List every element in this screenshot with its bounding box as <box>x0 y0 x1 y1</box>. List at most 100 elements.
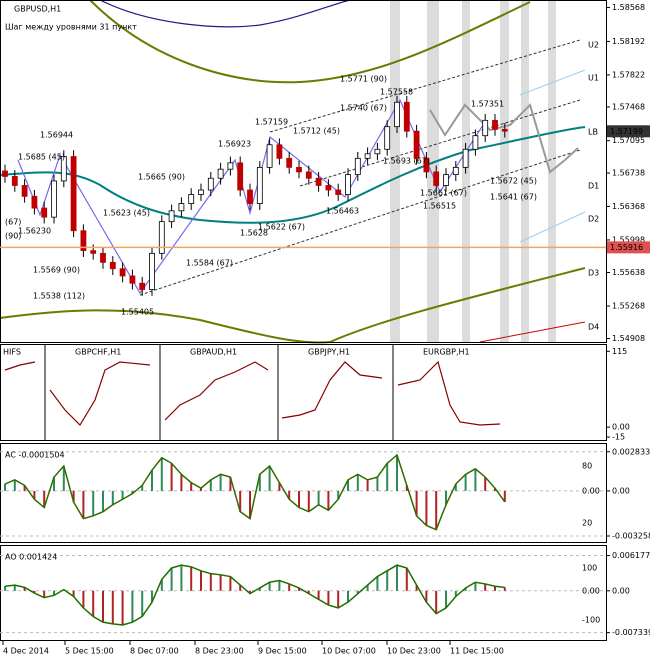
zigzag <box>17 98 486 295</box>
candle-body <box>149 252 155 290</box>
hist-bar <box>317 490 320 505</box>
hist-bar <box>33 590 36 594</box>
candle-body <box>266 144 273 168</box>
mini-chart-label: GBPAUD,H1 <box>190 348 237 357</box>
level-label: D4 <box>588 322 599 331</box>
candle-body <box>305 171 312 179</box>
mini-series <box>281 361 383 419</box>
y-tick-label: -0.007339 <box>612 628 650 637</box>
annotation: 1.5628 <box>240 229 268 238</box>
hist-bar <box>102 590 104 623</box>
candle-body <box>168 210 175 223</box>
mini-chart-label: HIFS <box>3 348 21 357</box>
y-tick-label: 1.55268 <box>612 301 645 310</box>
candle-body <box>315 177 322 186</box>
y-tick-label: 1.58192 <box>612 37 645 46</box>
hist-bar <box>13 585 16 591</box>
y-tick-label: 0.00 <box>612 423 630 432</box>
overlays <box>0 0 586 344</box>
hist-bar <box>151 470 153 491</box>
chart-title: GBPUSD,H1 <box>14 5 61 14</box>
annotation: 1.56944 <box>40 131 73 140</box>
y-tick-label: 1.54908 <box>612 334 645 343</box>
candle-body <box>2 170 8 177</box>
envelope <box>89 0 531 84</box>
y-tick-label: -0.003258 <box>612 531 650 540</box>
annotation: 1.57351 <box>471 100 504 109</box>
candle-body <box>325 185 332 191</box>
moving-average <box>0 126 586 224</box>
y-tick-label: 1.56738 <box>612 168 645 177</box>
y-tick-label: 0.00 <box>612 586 630 595</box>
hist-bar <box>239 585 242 591</box>
hist-bar <box>62 466 65 491</box>
hist-bar <box>396 454 398 491</box>
hist-bar <box>239 490 242 512</box>
hist-bar <box>405 567 408 591</box>
y-tick-label: 1.55638 <box>612 268 645 277</box>
hist-bar <box>307 490 310 512</box>
hist-bar <box>170 567 173 591</box>
candle-body <box>433 171 440 186</box>
mini-series <box>49 361 151 426</box>
candle-body <box>492 119 498 130</box>
candle-body <box>364 153 371 159</box>
annotation: (67) <box>5 218 21 227</box>
hist-bar <box>190 566 193 591</box>
hist-bar <box>131 490 134 494</box>
mini-series <box>4 361 36 371</box>
candle-body <box>374 148 381 155</box>
hist-bar <box>298 587 300 591</box>
hist-bar <box>396 565 398 591</box>
panel <box>0 0 607 343</box>
level-label: LB <box>588 128 598 137</box>
hist-bar <box>229 576 232 591</box>
annotation: 1.5661 (67) <box>420 189 467 198</box>
hist-bar <box>415 585 418 591</box>
forecast <box>429 103 579 174</box>
hist-line <box>4 564 505 626</box>
annotation: 1.55405 <box>121 308 154 317</box>
hist-bar <box>278 482 281 491</box>
overlay-label: -100 <box>582 616 600 625</box>
mini-series <box>397 360 501 426</box>
candle-body <box>51 180 57 218</box>
hist-bar <box>258 474 261 491</box>
hist-bar <box>82 490 85 519</box>
y-tick-label: 1.56368 <box>612 202 645 211</box>
candle-body <box>119 268 126 277</box>
hist-bar <box>160 457 163 491</box>
hist-bar <box>288 490 291 500</box>
hist-bar <box>405 485 408 491</box>
envelope <box>0 267 586 344</box>
indicator-title: AO 0.001424 <box>5 553 57 562</box>
hist-bar <box>72 590 75 597</box>
hist-bar <box>160 579 163 591</box>
candle-body <box>472 135 479 150</box>
candle-body <box>80 230 87 252</box>
candle-body <box>70 156 77 232</box>
band <box>427 0 439 342</box>
annotation: 1.5685 (45) <box>18 153 65 162</box>
band <box>521 0 529 342</box>
hist-bar <box>209 479 212 491</box>
trend-line <box>479 321 586 343</box>
level-label: U1 <box>588 73 599 82</box>
annotation: 1.5771 (90) <box>340 75 387 84</box>
candle-body <box>394 101 400 128</box>
hist-bar <box>102 490 104 512</box>
annotation: 1.56923 <box>218 140 251 149</box>
hist-line <box>4 453 506 531</box>
level-label: D2 <box>588 214 599 223</box>
chart-subtitle: Шаг между уровнями 31 пункт <box>5 23 137 32</box>
hist-bar <box>141 485 144 491</box>
hist-bar <box>268 582 271 591</box>
hist-bar <box>415 490 418 516</box>
hist-bar <box>356 590 359 594</box>
hist-bar <box>425 590 428 603</box>
candle-body <box>345 174 351 195</box>
mini-chart-label: GBPJPY,H1 <box>308 348 350 357</box>
annotation: 1.56463 <box>326 207 359 216</box>
hist-bar <box>141 590 144 617</box>
